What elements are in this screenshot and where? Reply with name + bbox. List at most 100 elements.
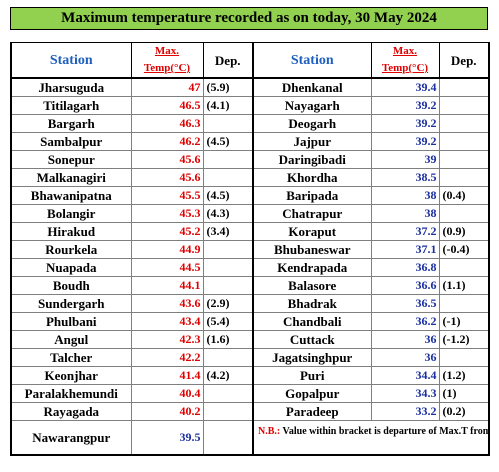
left-max-temp: 39.5 <box>130 420 204 456</box>
left-max-temp: 45.5 <box>130 186 204 205</box>
left-station-name: Jharsuguda <box>10 77 132 97</box>
left-max-temp: 45.6 <box>130 168 204 187</box>
header-row: Station Max. Temp(°C) Dep. Station Max. … <box>10 42 490 79</box>
left-max-temp: 44.1 <box>130 276 204 295</box>
right-departure: (1.1) <box>438 276 490 295</box>
right-departure <box>438 258 490 277</box>
left-max-temp: 44.5 <box>130 258 204 277</box>
footnote-text: Value within bracket is departure of Max… <box>282 426 489 437</box>
table-row: Sambalpur 46.2 (4.5) Jajpur 39.2 <box>10 132 490 151</box>
left-departure: (4.5) <box>202 186 254 205</box>
left-station-name: Bolangir <box>10 204 132 223</box>
right-station-name: Chatrapur <box>252 204 372 223</box>
table-row: Angul 42.3 (1.6) Cuttack 36 (-1.2) <box>10 330 490 349</box>
left-station-name: Sonepur <box>10 150 132 169</box>
left-departure: (5.9) <box>202 77 254 97</box>
left-max-temp: 43.4 <box>130 312 204 331</box>
right-station-name: Bhadrak <box>252 294 372 313</box>
left-station-name: Phulbani <box>10 312 132 331</box>
max-temp-header-right: Max. Temp(°C) <box>370 42 440 79</box>
left-station-name: Bargarh <box>10 114 132 133</box>
left-station-name: Sambalpur <box>10 132 132 151</box>
left-max-temp: 46.3 <box>130 114 204 133</box>
left-departure: (3.4) <box>202 222 254 241</box>
left-departure <box>202 168 254 187</box>
right-station-name: Deogarh <box>252 114 372 133</box>
max-temp-header-left: Max. Temp(°C) <box>130 42 204 79</box>
right-departure <box>438 168 490 187</box>
station-header-left: Station <box>10 42 132 79</box>
right-max-temp: 36 <box>370 330 440 349</box>
left-departure: (4.2) <box>202 366 254 385</box>
right-departure <box>438 204 490 223</box>
right-station-name: Nayagarh <box>252 96 372 115</box>
left-station-name: Titilagarh <box>10 96 132 115</box>
left-departure: (1.6) <box>202 330 254 349</box>
table-body: Jharsuguda 47 (5.9) Dhenkanal 39.4 Titilagarh… <box>10 77 490 456</box>
max-temp-header-line1: Max. <box>154 45 180 57</box>
right-departure <box>438 294 490 313</box>
footnote-label: N.B.: <box>258 426 281 437</box>
table-row: Titilagarh 46.5 (4.1) Nayagarh 39.2 <box>10 96 490 115</box>
table-row: Sonepur 45.6 Daringibadi 39 <box>10 150 490 169</box>
right-station-name: Jajpur <box>252 132 372 151</box>
left-departure <box>202 384 254 403</box>
right-station-name: Cuttack <box>252 330 372 349</box>
table-row: Nuapada 44.5 Kendrapada 36.8 <box>10 258 490 277</box>
right-station-name: Paradeep <box>252 402 372 421</box>
right-max-temp: 36 <box>370 348 440 367</box>
right-departure <box>438 96 490 115</box>
right-station-name: Daringibadi <box>252 150 372 169</box>
left-station-name: Sundergarh <box>10 294 132 313</box>
table-row: Talcher 42.2 Jagatsinghpur 36 <box>10 348 490 367</box>
table-row: Keonjhar 41.4 (4.2) Puri 34.4 (1.2) <box>10 366 490 385</box>
left-departure <box>202 114 254 133</box>
right-station-name: Koraput <box>252 222 372 241</box>
left-station-name: Rourkela <box>10 240 132 259</box>
left-station-name: Talcher <box>10 348 132 367</box>
left-station-name: Rayagada <box>10 402 132 421</box>
right-station-name: Balasore <box>252 276 372 295</box>
left-departure: (5.4) <box>202 312 254 331</box>
table-row: Nawarangpur 39.5 N.B.: Value within bracke… <box>10 420 490 456</box>
right-max-temp: 36.2 <box>370 312 440 331</box>
right-departure: (-1) <box>438 312 490 331</box>
left-station-name: Nawarangpur <box>10 420 132 456</box>
max-temp-header-line2: Temp(°C) <box>381 62 429 74</box>
left-station-name: Paralakhemundi <box>10 384 132 403</box>
table-row: Paralakhemundi 40.4 Gopalpur 34.3 (1) <box>10 384 490 403</box>
right-station-name: Khordha <box>252 168 372 187</box>
left-departure: (4.3) <box>202 204 254 223</box>
left-departure <box>202 240 254 259</box>
left-max-temp: 46.5 <box>130 96 204 115</box>
right-departure <box>438 132 490 151</box>
right-departure <box>438 77 490 97</box>
left-station-name: Keonjhar <box>10 366 132 385</box>
right-departure <box>438 150 490 169</box>
right-max-temp: 38 <box>370 204 440 223</box>
right-station-name: Dhenkanal <box>252 77 372 97</box>
left-max-temp: 42.2 <box>130 348 204 367</box>
left-max-temp: 42.3 <box>130 330 204 349</box>
table-row: Jharsuguda 47 (5.9) Dhenkanal 39.4 <box>10 77 490 97</box>
left-max-temp: 40.4 <box>130 384 204 403</box>
left-max-temp: 43.6 <box>130 294 204 313</box>
left-station-name: Angul <box>10 330 132 349</box>
table-row: Malkanagiri 45.6 Khordha 38.5 <box>10 168 490 187</box>
temperature-table: Station Max. Temp(°C) Dep. Station Max. … <box>10 42 490 456</box>
right-departure: (0.9) <box>438 222 490 241</box>
right-max-temp: 37.2 <box>370 222 440 241</box>
left-departure <box>202 258 254 277</box>
left-max-temp: 45.2 <box>130 222 204 241</box>
right-departure: (0.2) <box>438 402 490 421</box>
left-departure <box>202 348 254 367</box>
table-row: Bolangir 45.3 (4.3) Chatrapur 38 <box>10 204 490 223</box>
station-header-right: Station <box>252 42 372 79</box>
left-max-temp: 46.2 <box>130 132 204 151</box>
left-max-temp: 44.9 <box>130 240 204 259</box>
right-max-temp: 33.2 <box>370 402 440 421</box>
right-max-temp: 34.3 <box>370 384 440 403</box>
right-max-temp: 38 <box>370 186 440 205</box>
left-station-name: Malkanagiri <box>10 168 132 187</box>
right-max-temp: 37.1 <box>370 240 440 259</box>
